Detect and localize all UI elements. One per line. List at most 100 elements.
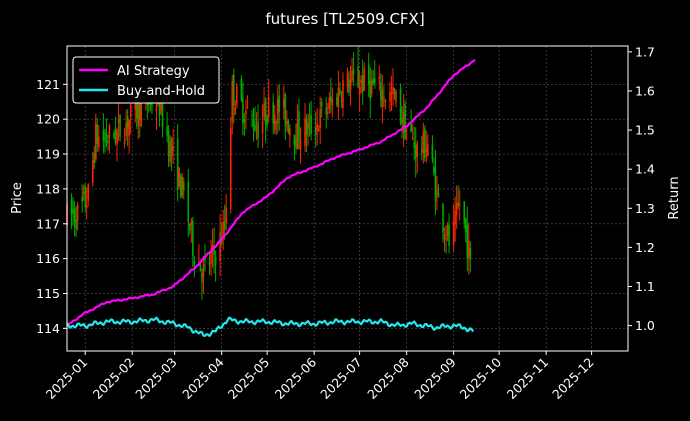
- candle-body: [293, 134, 296, 145]
- candle-body: [261, 121, 264, 133]
- candle-body: [137, 98, 140, 126]
- candle-body: [104, 138, 106, 140]
- candle-body: [452, 221, 455, 245]
- candle-body: [236, 86, 238, 105]
- candle-body: [96, 124, 99, 144]
- right-tick-label: 1.5: [635, 123, 655, 138]
- candle-body: [360, 79, 362, 83]
- candle-body: [245, 110, 247, 115]
- candle-body: [275, 122, 278, 124]
- candle-body: [231, 81, 234, 122]
- candle-body: [108, 125, 111, 138]
- candle-body: [232, 74, 235, 106]
- candle-body: [370, 80, 373, 94]
- candle-body: [107, 140, 109, 144]
- candle-body: [383, 97, 385, 99]
- candle-body: [320, 102, 323, 107]
- left-tick-label: 116: [36, 251, 60, 266]
- candle-body: [166, 126, 168, 136]
- candle-body: [381, 89, 384, 108]
- candle-body: [384, 100, 387, 103]
- right-tick-label: 1.7: [635, 44, 655, 59]
- right-tick-label: 1.3: [635, 201, 655, 216]
- candle-body: [296, 119, 299, 150]
- candle-body: [229, 128, 232, 210]
- candle-body: [87, 184, 90, 202]
- candle-body: [436, 189, 438, 195]
- candle-body: [351, 70, 353, 81]
- candle-body: [466, 224, 469, 259]
- candle-body: [276, 99, 279, 124]
- candle-body: [72, 210, 74, 214]
- candle-body: [286, 120, 288, 124]
- candle-body: [129, 104, 132, 118]
- right-tick-label: 1.4: [635, 162, 655, 177]
- candle-body: [404, 103, 406, 140]
- candle-body: [405, 130, 408, 132]
- candle-body: [458, 204, 461, 207]
- candle-body: [126, 116, 129, 130]
- candle-body: [201, 272, 203, 282]
- candle-body: [346, 72, 349, 88]
- candle-body: [214, 257, 217, 265]
- candle-body: [70, 199, 73, 215]
- candle-body: [443, 234, 446, 240]
- candle-body: [263, 103, 265, 118]
- candle-body: [105, 131, 108, 143]
- candle-body: [75, 219, 77, 229]
- candle-body: [427, 144, 429, 157]
- candle-body: [91, 160, 94, 183]
- candle-body: [138, 98, 141, 120]
- candle-body: [307, 122, 309, 129]
- candle-body: [116, 130, 118, 144]
- left-tick-label: 117: [36, 216, 60, 231]
- candle-body: [422, 131, 425, 154]
- candle-body: [339, 89, 341, 95]
- candle-body: [434, 167, 437, 201]
- left-tick-label: 118: [36, 181, 60, 196]
- candle-body: [349, 80, 352, 91]
- candle-body: [326, 112, 329, 114]
- candle-body: [314, 127, 317, 135]
- candle-body: [367, 64, 370, 84]
- candle-body: [257, 122, 259, 139]
- candle-body: [425, 149, 428, 153]
- candle-body: [437, 192, 440, 198]
- legend: AI Strategy Buy-and-Hold: [72, 56, 220, 104]
- candle-body: [246, 106, 249, 108]
- candle-body: [399, 88, 402, 123]
- candle-body: [187, 181, 190, 223]
- candle-body: [433, 166, 435, 174]
- candlesticks: [66, 47, 472, 300]
- candle-body: [317, 128, 320, 132]
- candle-body: [266, 116, 268, 126]
- candle-body: [193, 261, 196, 265]
- candle-body: [348, 79, 350, 93]
- candle-body: [119, 114, 121, 137]
- candle-body: [181, 176, 184, 196]
- candle-body: [410, 124, 412, 133]
- candle-body: [330, 95, 332, 103]
- candle-body: [202, 264, 205, 278]
- candle-body: [251, 114, 253, 116]
- candle-body: [240, 78, 243, 100]
- candle-body: [123, 140, 126, 145]
- candle-body: [73, 208, 76, 223]
- left-tick-label: 114: [36, 321, 60, 336]
- candle-body: [378, 76, 381, 79]
- right-tick-label: 1.0: [635, 318, 655, 333]
- candle-body: [213, 245, 215, 255]
- candle-body: [464, 218, 467, 233]
- candle-body: [389, 91, 391, 102]
- candle-body: [442, 203, 444, 233]
- candle-body: [84, 185, 86, 207]
- candle-body: [328, 97, 331, 109]
- candle-body: [267, 97, 270, 118]
- candle-body: [363, 68, 365, 91]
- candle-body: [325, 107, 328, 115]
- candle-body: [373, 78, 376, 84]
- candle-body: [95, 123, 97, 160]
- candle-body: [401, 118, 403, 124]
- candle-body: [305, 119, 308, 136]
